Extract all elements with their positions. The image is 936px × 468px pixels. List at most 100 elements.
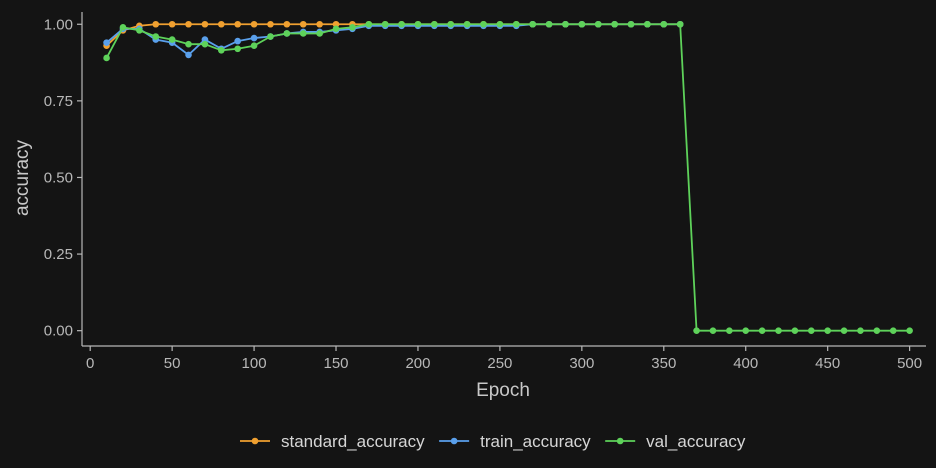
x-tick-label: 100 [242, 355, 267, 372]
data-point [873, 327, 881, 334]
series-val_accuracy [103, 20, 913, 334]
data-point [840, 327, 848, 334]
data-point [283, 20, 291, 28]
data-point [168, 36, 176, 43]
axes [81, 12, 926, 347]
x-tick-label: 150 [324, 355, 349, 372]
y-tick-label: 0.50 [44, 169, 73, 186]
data-point [218, 47, 225, 54]
legend-key-point [616, 437, 624, 445]
data-point [201, 20, 209, 28]
legend: standard_accuracy train_accuracy val_accur… [240, 432, 746, 451]
data-point [103, 54, 110, 62]
data-point [709, 327, 717, 334]
data-point [250, 34, 258, 42]
data-point [250, 42, 258, 50]
x-tick-label: 300 [569, 355, 594, 372]
series-line [105, 23, 910, 332]
y-tick-label: 0.00 [44, 323, 73, 340]
data-point [185, 20, 192, 28]
legend-key-point [450, 437, 458, 445]
data-point [578, 20, 586, 28]
data-point [480, 20, 487, 28]
x-tick-label: 250 [487, 355, 512, 372]
data-point [136, 27, 143, 34]
data-point [857, 327, 864, 334]
data-point [234, 37, 241, 45]
y-axis-title: accuracy [12, 139, 33, 216]
data-point [496, 20, 504, 28]
legend-item: standard_accuracy [240, 432, 425, 451]
x-tick-label: 0 [86, 355, 94, 372]
data-point [889, 327, 897, 334]
data-point [218, 20, 225, 28]
data-point [545, 20, 553, 28]
data-point [234, 45, 241, 53]
data-point [463, 20, 471, 28]
y-tick-label: 1.00 [44, 16, 73, 33]
data-point [168, 20, 176, 28]
data-point [414, 20, 422, 28]
data-point [201, 40, 209, 48]
data-point [365, 20, 373, 28]
data-point [742, 327, 750, 334]
data-point [332, 25, 340, 33]
data-point [185, 40, 192, 48]
data-point [332, 20, 340, 28]
data-point [758, 327, 766, 334]
data-point [512, 20, 520, 28]
series-line [105, 23, 681, 47]
data-point [611, 20, 618, 28]
data-point [431, 20, 438, 28]
x-tick-label: 350 [651, 355, 676, 372]
series-layer [103, 20, 913, 334]
data-point [152, 33, 160, 40]
data-point [676, 20, 684, 28]
data-point [152, 20, 160, 28]
data-point [627, 20, 635, 28]
data-point [807, 327, 815, 334]
x-ticks: 0 50 100 150 200 250 300 350 400 450 500 [86, 346, 922, 372]
legend-label: train_accuracy [480, 432, 591, 451]
data-point [103, 39, 110, 46]
x-tick-label: 50 [164, 355, 181, 372]
data-point [185, 51, 192, 59]
data-point [594, 20, 602, 28]
legend-label: val_accuracy [646, 432, 746, 451]
data-point [119, 24, 127, 31]
data-point [234, 20, 241, 28]
y-tick-label: 0.75 [44, 93, 73, 110]
data-point [906, 327, 913, 334]
data-point [775, 327, 782, 334]
data-point [267, 33, 274, 40]
data-point [316, 20, 323, 28]
legend-key-point [251, 437, 259, 445]
data-point [299, 30, 307, 37]
x-tick-label: 500 [897, 355, 922, 372]
data-point [201, 36, 209, 43]
y-tick-label: 0.25 [44, 246, 73, 263]
data-point [283, 30, 291, 37]
legend-item: val_accuracy [605, 432, 746, 451]
data-point [693, 327, 700, 334]
legend-label: standard_accuracy [281, 432, 425, 451]
data-point [824, 327, 831, 334]
data-point [791, 327, 799, 334]
series-line [106, 23, 681, 56]
data-point [267, 20, 274, 28]
x-tick-label: 450 [815, 355, 840, 372]
data-point [726, 327, 733, 334]
legend-item: train_accuracy [439, 432, 591, 451]
x-axis-title: Epoch [476, 380, 530, 401]
data-point [316, 30, 323, 37]
data-point [299, 20, 307, 28]
data-point [447, 20, 455, 28]
data-point [349, 24, 356, 31]
data-point [381, 20, 389, 28]
data-point [562, 20, 569, 28]
x-tick-label: 400 [733, 355, 758, 372]
y-ticks: 0.00 0.25 0.50 0.75 1.00 [44, 16, 82, 340]
data-point [250, 20, 258, 28]
data-point [644, 20, 651, 28]
